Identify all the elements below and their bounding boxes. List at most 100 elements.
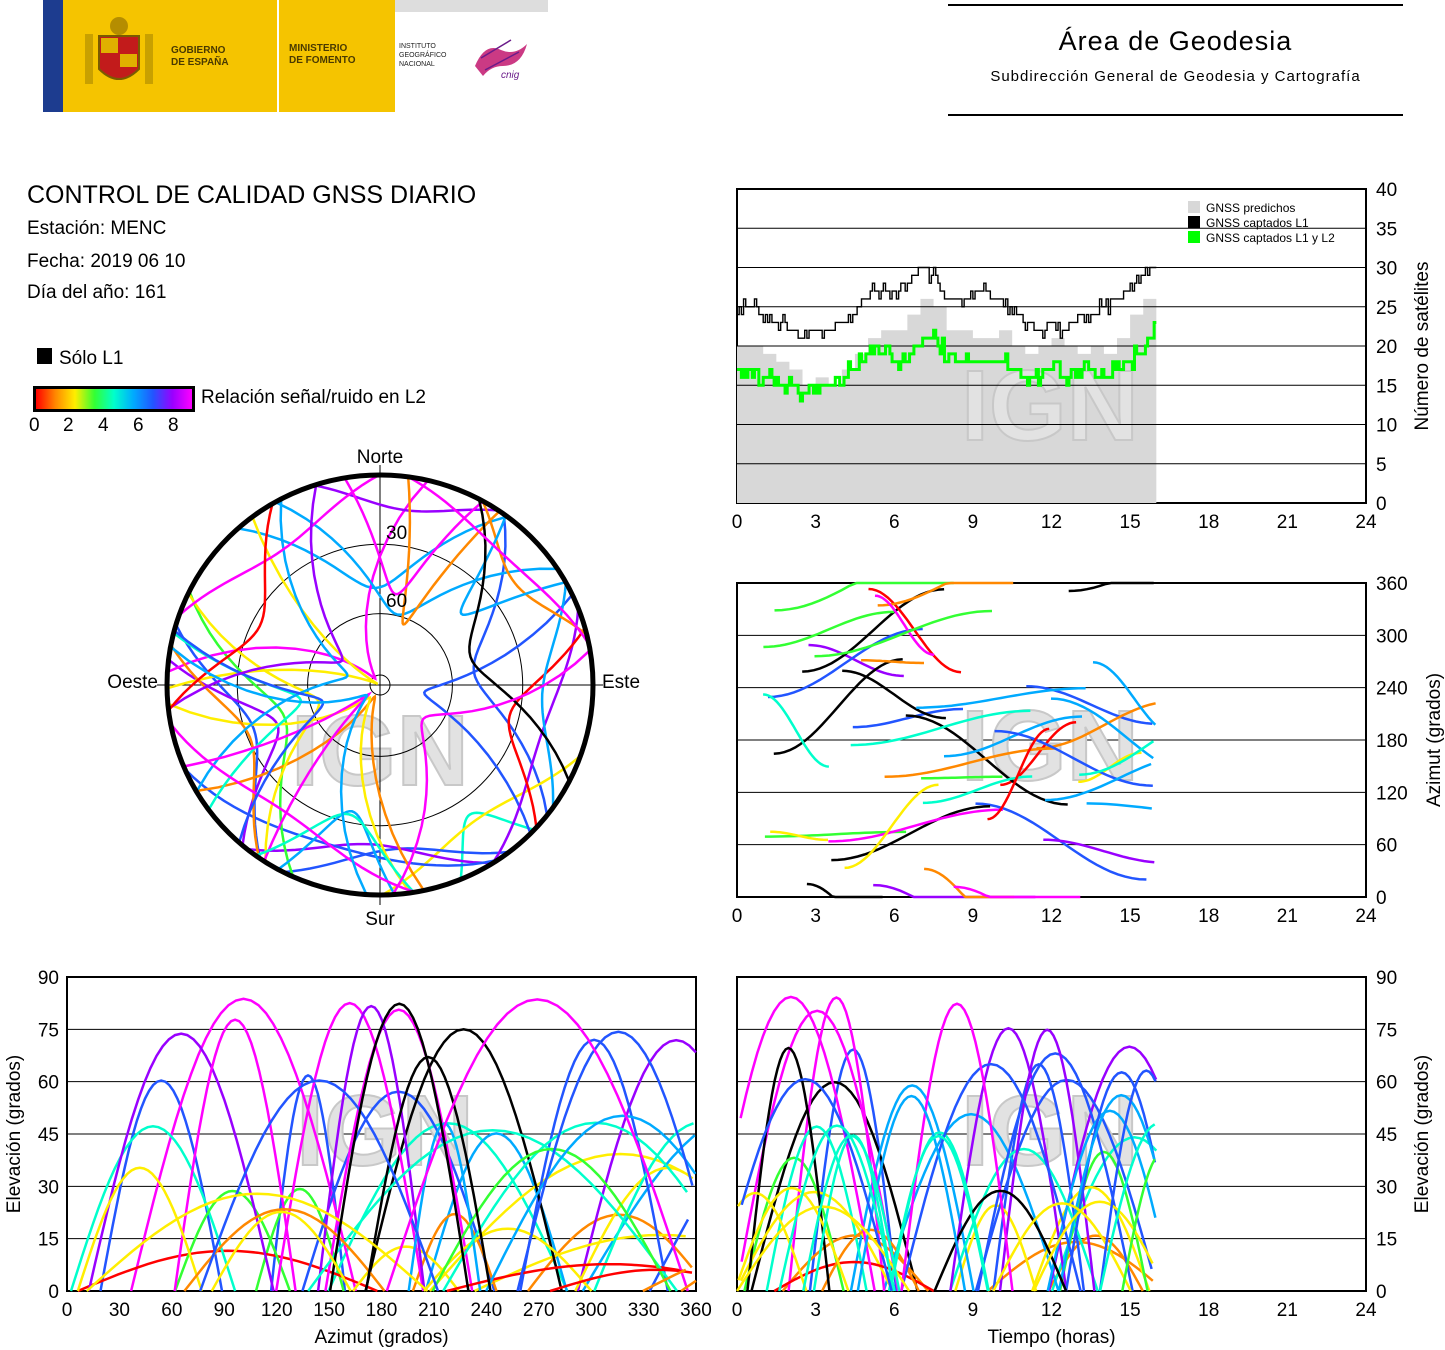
- predicted-area: [737, 291, 1157, 503]
- elev-az-track: [307, 1128, 679, 1292]
- elev-az-track: [77, 1249, 378, 1293]
- x-tick-label: 0: [62, 1300, 73, 1321]
- satellite-track: [808, 643, 904, 678]
- y-axis-label: Número de satélites: [1412, 262, 1433, 431]
- svg-text:cnig: cnig: [501, 70, 520, 81]
- elev-az-track: [328, 1002, 470, 1292]
- elev-az-track: [549, 1268, 693, 1293]
- satellite-track: [774, 581, 954, 612]
- elev-az-track: [581, 1134, 696, 1292]
- elev-time-track: [1064, 1070, 1157, 1292]
- y-tick-label: 30: [1376, 1177, 1397, 1198]
- elev-time-track: [739, 995, 876, 1292]
- y-tick-label: 35: [1376, 219, 1397, 240]
- station-label: Estación: MENC: [27, 218, 167, 239]
- y-tick-label: 30: [1376, 259, 1397, 280]
- x-tick-label: 9: [968, 512, 979, 533]
- satellite-track: [1036, 702, 1156, 750]
- area-header: Área de Geodesia Subdirección General de…: [948, 4, 1403, 116]
- satellite-track: [762, 693, 830, 768]
- x-tick-label: 330: [628, 1300, 660, 1321]
- elev-az-track: [385, 998, 689, 1292]
- satellite-track: [1043, 838, 1155, 864]
- satellite-track: [806, 882, 883, 899]
- x-tick-label: 270: [523, 1300, 555, 1321]
- satellite-track: [916, 687, 1086, 709]
- satellite-track: [868, 587, 962, 674]
- snr-colorbar: [33, 386, 195, 412]
- elev-az-track: [183, 1207, 386, 1292]
- satellite-track: [994, 729, 1153, 787]
- x-tick-label: 15: [1120, 906, 1141, 927]
- x-tick-label: 240: [470, 1300, 502, 1321]
- elev-az-track: [69, 1125, 237, 1292]
- satellite-track: [874, 594, 935, 656]
- satellite-track: [1086, 802, 1152, 810]
- satellite-track: [1068, 581, 1154, 593]
- y-tick-label: 15: [1376, 376, 1397, 397]
- x-tick-label: 6: [889, 1300, 900, 1321]
- elev-time-track: [900, 1062, 1082, 1292]
- satellite-track: [921, 775, 1003, 780]
- x-tick-label: 30: [109, 1300, 130, 1321]
- y-tick-label: 60: [38, 1073, 59, 1094]
- x-tick-label: 12: [1041, 1300, 1062, 1321]
- elev-az-track: [327, 1121, 569, 1292]
- satellite-track: [850, 709, 1031, 747]
- elev-time-track: [1121, 1158, 1156, 1292]
- elev-az-track: [446, 1262, 686, 1293]
- elev-az-track: [316, 1004, 426, 1292]
- x-tick-label: 18: [1198, 1300, 1219, 1321]
- y-tick-label: 45: [1376, 1125, 1397, 1146]
- elev-time-track: [740, 1077, 893, 1292]
- satellite-track: [1079, 740, 1155, 776]
- x-tick-label: 9: [968, 906, 979, 927]
- elev-az-track: [411, 1212, 498, 1292]
- satellite-track: [987, 727, 1050, 821]
- elev-time-track: [976, 1052, 1134, 1292]
- satellite-track: [831, 804, 991, 862]
- elev-az-track: [99, 1079, 224, 1292]
- satellite-track: [852, 707, 964, 729]
- y-tick-label: 0: [48, 1282, 59, 1303]
- elev-az-track: [76, 1166, 203, 1292]
- satellite-track: [1044, 762, 1152, 802]
- satellite-track: [842, 669, 946, 720]
- elev-az-track: [274, 1001, 425, 1292]
- elev-time-track: [808, 1048, 898, 1292]
- elev-time-track: [740, 1009, 900, 1292]
- x-tick-label: 3: [810, 906, 821, 927]
- x-tick-label: 6: [889, 512, 900, 533]
- elev-az-track: [442, 1121, 689, 1292]
- elev-time-track: [974, 1078, 1153, 1292]
- page-title: CONTROL DE CALIDAD GNSS DIARIO: [27, 181, 477, 209]
- x-tick-label: 12: [1041, 906, 1062, 927]
- elev-az-track: [87, 1032, 275, 1292]
- y-tick-label: 40: [1376, 180, 1397, 201]
- azimuth-tracks: [762, 581, 1157, 899]
- elev-az-track: [423, 1227, 593, 1292]
- satellite-track: [1050, 697, 1154, 760]
- elev-az-track: [269, 1074, 347, 1292]
- satellite-track: [922, 775, 1033, 805]
- elev-az-track: [516, 1030, 694, 1292]
- y-tick-label: 20: [1376, 337, 1397, 358]
- y-tick-label: 60: [1376, 836, 1397, 857]
- ign-watermark: IGN: [296, 1075, 474, 1187]
- satellite-track: [767, 627, 923, 699]
- y-tick-label: 15: [1376, 1230, 1397, 1251]
- legend-swatch: [1188, 216, 1200, 228]
- satellite-track: [861, 659, 924, 665]
- legend-swatch: [1188, 231, 1200, 243]
- x-axis-label: Azimut (grados): [314, 1327, 448, 1348]
- satellite-track: [844, 783, 939, 870]
- elev-az-track: [648, 1218, 690, 1292]
- elev-time-track: [736, 1205, 911, 1292]
- government-logo-block: GOBIERNO DE ESPAÑA MINISTERIO DE FOMENTO I…: [43, 0, 548, 112]
- coat-of-arms-icon: [85, 17, 153, 84]
- elev-time-track: [737, 1186, 850, 1292]
- elev-az-track: [210, 1210, 352, 1292]
- x-tick-label: 21: [1277, 1300, 1298, 1321]
- elev-az-track: [485, 1114, 697, 1292]
